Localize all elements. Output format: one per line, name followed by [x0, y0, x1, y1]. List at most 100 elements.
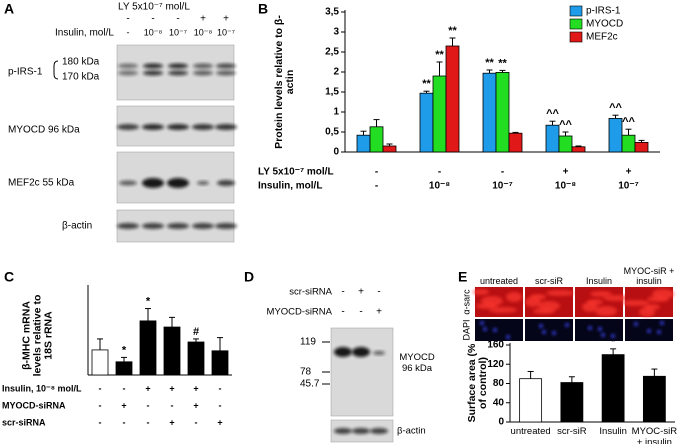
- marker-label: 119: [300, 337, 316, 348]
- y-tick-label: 2: [333, 67, 339, 78]
- bar: [139, 320, 157, 376]
- annotation: **: [498, 57, 507, 69]
- annotation: *: [611, 336, 616, 348]
- condition-value: -: [99, 383, 102, 393]
- dapi-nucleus: [506, 335, 510, 339]
- annotation: ^^: [622, 116, 635, 128]
- row-label: DAPI: [461, 319, 471, 340]
- blot-band: [352, 428, 370, 434]
- x-tick-label: Insulin: [599, 426, 627, 437]
- legend-swatch: [569, 5, 583, 17]
- annotation: *: [122, 344, 127, 356]
- condition-label: LY 5x10⁻⁷ mol/L: [258, 167, 334, 178]
- bar: [482, 72, 497, 153]
- y-tick-label: 3,5: [325, 7, 339, 18]
- condition-value: +: [563, 167, 569, 178]
- bar: [608, 118, 623, 153]
- bar: [432, 75, 447, 153]
- treatment-value: +: [358, 287, 364, 298]
- sarc-cell: [525, 297, 541, 307]
- y-axis-title: Surface area (% of control): [466, 343, 489, 423]
- condition-value: -: [147, 417, 150, 427]
- blot-band: [193, 63, 213, 69]
- bar: [634, 141, 649, 153]
- condition-label: MYOCD-siRNA: [2, 400, 66, 410]
- condition-value: +: [193, 383, 198, 393]
- sarc-cell: [546, 290, 574, 296]
- dapi-nucleus: [657, 330, 661, 334]
- x-tick-label: untreated: [510, 426, 551, 437]
- condition-value: 10⁻⁷: [492, 181, 513, 192]
- y-tick-label: 160: [487, 340, 504, 351]
- sarc-cell: [489, 307, 517, 313]
- dapi-nucleus: [565, 323, 569, 327]
- y-tick-label: 80: [493, 378, 505, 389]
- sarc-cell: [603, 295, 631, 301]
- panel-letter: A: [4, 1, 14, 17]
- blot-band: [192, 223, 214, 229]
- legend-label: MEF2c: [586, 32, 618, 43]
- bracket: [53, 60, 59, 80]
- condition-value: 10⁻⁸: [429, 181, 450, 192]
- y-tick-label: 40: [493, 397, 505, 408]
- band-label: β-actin: [397, 426, 426, 437]
- treatment-label: Insulin, mol/L: [55, 28, 114, 39]
- dapi-nucleus: [542, 330, 546, 334]
- condition-value: -: [375, 167, 378, 178]
- bar: [187, 341, 205, 376]
- dapi-nucleus: [647, 329, 651, 333]
- condition-value: +: [193, 400, 198, 410]
- y-tick-label: 0,5: [325, 127, 339, 138]
- band-label: MYOCD 96 kDa: [399, 352, 435, 374]
- condition-value: 10⁻⁸: [555, 181, 576, 192]
- condition-label: Insulin, 10⁻⁸ mol/L: [2, 383, 82, 393]
- y-tick-label: 0: [333, 147, 339, 158]
- treatment-value: -: [377, 287, 380, 298]
- condition-value: -: [375, 181, 378, 192]
- annotation: **: [435, 49, 444, 61]
- bar: [508, 132, 523, 153]
- annotation: ^^: [609, 102, 622, 114]
- condition-label: Insulin, mol/L: [258, 181, 322, 192]
- band-label: MEF2c 55 kDa: [8, 178, 75, 189]
- annotation: *: [146, 295, 151, 307]
- bar: [558, 135, 573, 153]
- blot-band: [143, 63, 163, 69]
- blot-band: [370, 428, 388, 434]
- blot-band: [142, 178, 164, 188]
- bar: [369, 126, 384, 153]
- blot: [116, 151, 235, 204]
- dapi-nucleus: [493, 328, 497, 332]
- blot-band: [119, 180, 137, 186]
- dapi-nucleus: [660, 321, 664, 325]
- y-axis-title: β-MHC mRNA levels relative to 18S rRNA: [20, 294, 55, 377]
- blot-band: [143, 70, 163, 76]
- treatment-label: MYOCD-siRNA: [267, 307, 333, 318]
- legend-swatch: [569, 18, 583, 30]
- treatment-value: +: [223, 14, 229, 25]
- blot-band: [168, 63, 188, 69]
- treatment-label: LY 5x10⁻⁷ mol/L: [118, 2, 190, 13]
- column-label: scr-siR: [535, 276, 563, 286]
- blot-band: [167, 178, 189, 188]
- blot-band: [118, 70, 138, 76]
- y-tick-label: 1,5: [325, 87, 339, 98]
- condition-value: -: [438, 167, 441, 178]
- legend-swatch: [569, 31, 583, 43]
- bar: [91, 349, 109, 376]
- blot-band: [118, 63, 138, 69]
- bar: [621, 134, 636, 153]
- treatment-value: -: [176, 14, 179, 25]
- bar: [642, 375, 666, 423]
- band-label: 180 kDa: [62, 57, 100, 68]
- bar: [519, 378, 543, 423]
- dapi-nucleus: [598, 327, 602, 331]
- treatment-value: -: [126, 14, 129, 25]
- bar: [445, 45, 460, 153]
- treatment-value: 10⁻⁷: [169, 27, 187, 37]
- blot-band: [117, 223, 139, 229]
- row-label: α-sarc: [461, 289, 471, 315]
- bar: [601, 354, 625, 423]
- annotation: **: [422, 78, 431, 90]
